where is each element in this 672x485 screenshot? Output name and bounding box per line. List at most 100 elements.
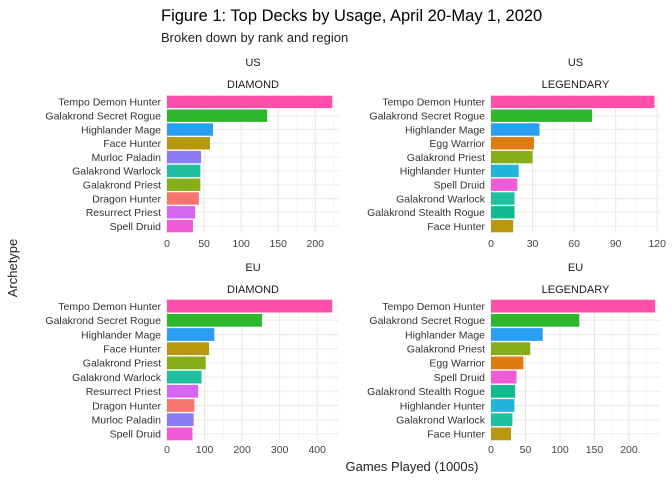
bar: [491, 178, 518, 191]
category-label: Galakrond Stealth Rogue: [367, 207, 485, 219]
x-tick-label: 200: [233, 444, 251, 456]
category-label: Galakrond Warlock: [396, 193, 486, 205]
bar: [491, 356, 524, 370]
category-label: Dragon Hunter: [92, 400, 161, 412]
bar: [491, 150, 533, 164]
category-label: Egg Warrior: [429, 138, 485, 150]
category-label: Galakrond Secret Rogue: [369, 111, 485, 123]
bar: [167, 178, 201, 191]
category-label: Dragon Hunter: [92, 193, 161, 205]
facet-panels: US DIAMOND Tempo Demon Hunter Galakrond Sec…: [45, 57, 666, 456]
bar: [491, 206, 515, 219]
facet-rank-label: LEGENDARY: [542, 79, 610, 91]
bar: [167, 137, 210, 150]
category-label: Egg Warrior: [429, 358, 485, 370]
category-label: Tempo Demon Hunter: [58, 301, 161, 313]
bar: [491, 413, 513, 427]
chart-subtitle: Broken down by rank and region: [161, 30, 348, 45]
category-label: Galakrond Priest: [407, 152, 485, 164]
category-label: Galakrond Priest: [407, 344, 485, 356]
bar: [491, 384, 516, 398]
bar: [167, 123, 213, 136]
bar: [491, 427, 512, 441]
bar: [167, 150, 202, 164]
category-label: Tempo Demon Hunter: [382, 97, 485, 109]
bar: [167, 299, 333, 313]
bar: [167, 95, 333, 109]
category-label: Highlander Mage: [405, 329, 485, 341]
x-tick-label: 300: [271, 444, 289, 456]
facet-rank-label: LEGENDARY: [542, 284, 610, 296]
category-label: Galakrond Warlock: [72, 166, 162, 178]
category-label: Galakrond Stealth Rogue: [367, 386, 485, 398]
x-tick-label: 200: [620, 444, 638, 456]
x-tick-label: 90: [610, 238, 622, 250]
bar: [167, 384, 199, 398]
x-tick-label: 30: [527, 238, 539, 250]
bar: [491, 192, 515, 205]
bar: [491, 123, 540, 136]
category-label: Galakrond Warlock: [396, 415, 486, 427]
category-label: Face Hunter: [427, 429, 485, 441]
category-label: Tempo Demon Hunter: [58, 97, 161, 109]
bar: [491, 328, 543, 341]
bar: [491, 95, 655, 109]
panel-eu-legendary: EU LEGENDARY Tempo Demon Hunter Galakrond S…: [367, 262, 660, 456]
facet-rank-label: DIAMOND: [227, 79, 279, 91]
category-label: Highlander Mage: [405, 124, 485, 136]
bar: [167, 413, 194, 427]
bar: [167, 206, 196, 219]
panel-eu-diamond: EU DIAMOND Tempo Demon Hunter Galakrond Sec…: [45, 262, 339, 456]
x-tick-label: 50: [198, 238, 210, 250]
bar: [167, 342, 210, 356]
bar: [167, 109, 268, 122]
category-label: Galakrond Priest: [83, 358, 161, 370]
category-label: Galakrond Secret Rogue: [369, 315, 485, 327]
bar: [491, 219, 514, 233]
category-label: Face Hunter: [103, 344, 161, 356]
facet-rank-label: DIAMOND: [227, 284, 279, 296]
x-tick-label: 150: [586, 444, 604, 456]
category-label: Highlander Hunter: [400, 166, 486, 178]
x-axis-label: Games Played (1000s): [346, 459, 479, 474]
category-label: Highlander Mage: [81, 124, 161, 136]
category-label: Spell Druid: [434, 372, 486, 384]
x-tick-label: 50: [520, 444, 532, 456]
category-label: Spell Druid: [110, 221, 162, 233]
bar: [167, 328, 215, 341]
bar: [167, 427, 193, 441]
x-tick-label: 150: [269, 238, 287, 250]
bar: [491, 399, 515, 412]
bar: [167, 219, 193, 233]
bar: [491, 342, 531, 356]
bar: [491, 313, 580, 327]
x-tick-label: 0: [488, 444, 494, 456]
bar: [491, 109, 593, 122]
chart-title: Figure 1: Top Decks by Usage, April 20-M…: [161, 7, 542, 25]
x-tick-label: 0: [164, 238, 170, 250]
y-axis-label: Archetype: [5, 239, 20, 298]
category-label: Galakrond Warlock: [72, 372, 162, 384]
facet-region-label: US: [568, 57, 583, 69]
bar: [491, 370, 517, 384]
category-label: Murloc Paladin: [92, 152, 162, 164]
x-tick-label: 0: [488, 238, 494, 250]
bar: [167, 164, 201, 178]
category-label: Resurrect Priest: [86, 207, 161, 219]
x-tick-label: 100: [551, 444, 569, 456]
bar: [167, 356, 206, 370]
bar: [167, 192, 199, 205]
category-label: Galakrond Secret Rogue: [45, 111, 161, 123]
category-label: Galakrond Priest: [83, 180, 161, 192]
x-tick-label: 60: [568, 238, 580, 250]
x-tick-label: 100: [232, 238, 250, 250]
bar: [491, 299, 656, 313]
category-label: Spell Druid: [434, 180, 486, 192]
bar: [167, 370, 202, 384]
category-label: Face Hunter: [427, 221, 485, 233]
bar: [491, 137, 534, 150]
x-tick-label: 100: [196, 444, 214, 456]
x-tick-label: 120: [648, 238, 666, 250]
bar: [167, 313, 263, 327]
